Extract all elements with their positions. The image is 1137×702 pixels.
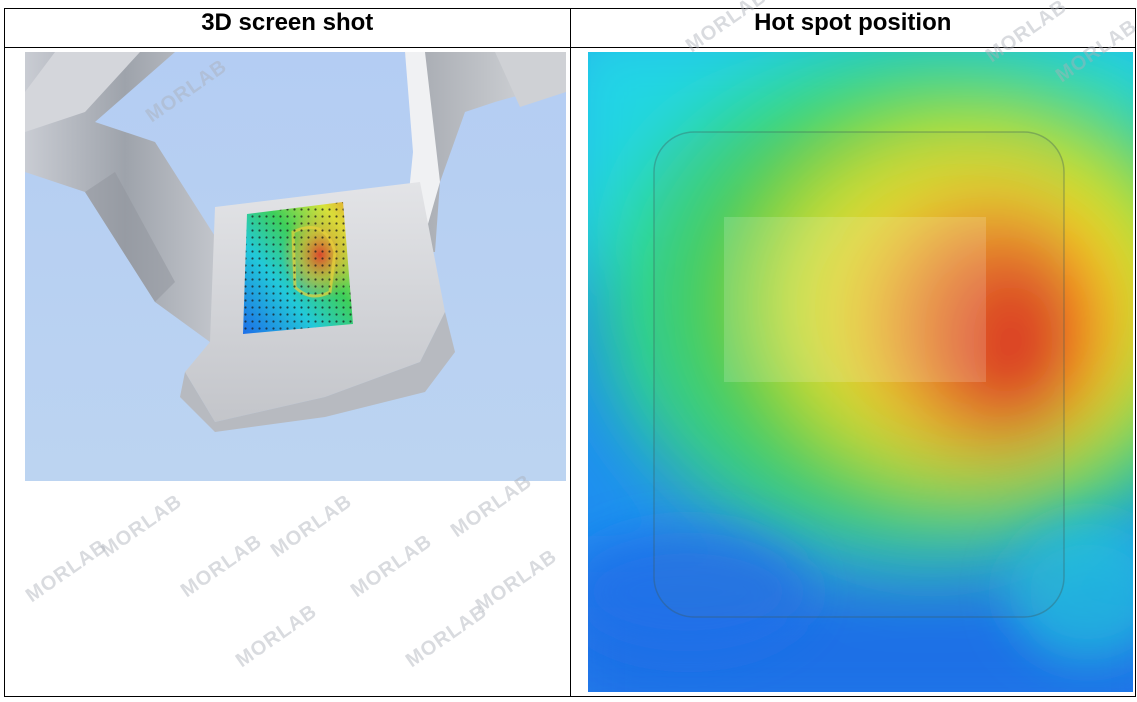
hotspot-heatmap-image	[587, 52, 1133, 692]
cell-hot-spot-position	[569, 47, 1136, 697]
cell-3d-screen-shot	[4, 47, 571, 697]
header-hot-spot-position: Hot spot position	[569, 8, 1136, 48]
header-row: 3D screen shot Hot spot position	[4, 8, 1136, 48]
header-3d-screen-shot: 3D screen shot	[4, 8, 571, 48]
image-row	[4, 47, 1136, 697]
results-table: 3D screen shot Hot spot position	[4, 8, 1136, 697]
3d-screenshot-image	[25, 52, 566, 481]
